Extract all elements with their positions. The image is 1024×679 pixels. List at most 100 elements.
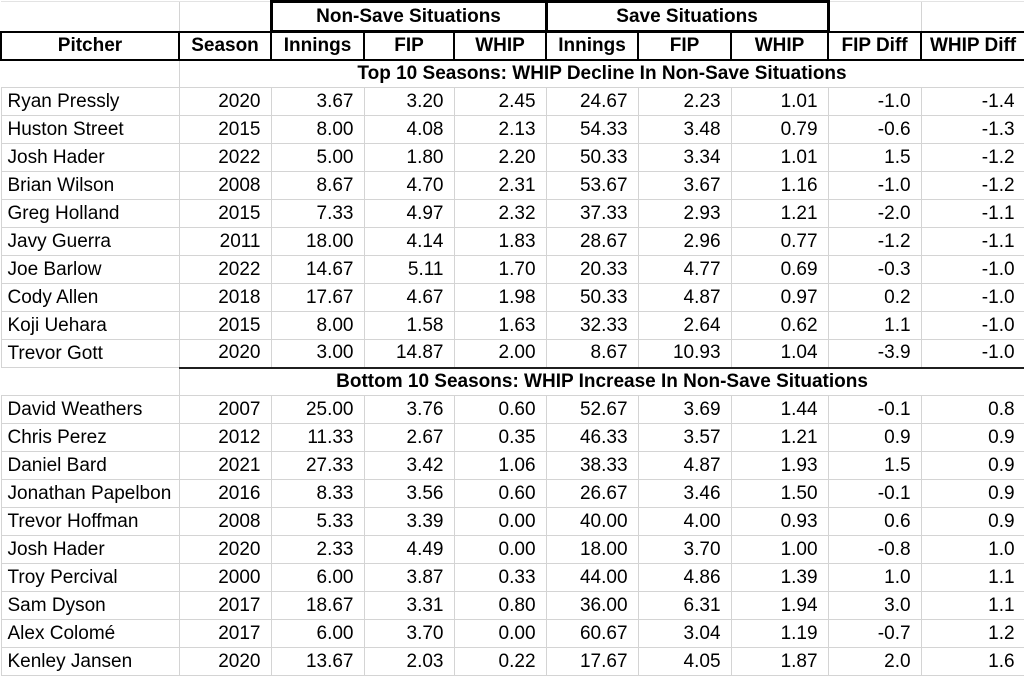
nonsave-fip-cell: 14.87 (363, 339, 455, 368)
nonsave-innings-cell: 6.00 (270, 619, 365, 648)
corner-blank-cell (1, 1, 179, 32)
table-row: Cody Allen 2018 17.67 4.67 1.98 50.33 4.87 0.97… (0, 283, 1024, 312)
save-fip-cell: 10.93 (637, 339, 732, 368)
save-fip-cell: 3.34 (637, 143, 732, 172)
whip-diff-cell: 0.8 (920, 395, 1024, 424)
nonsave-innings-cell: 27.33 (270, 451, 365, 480)
whip-diff-cell: 0.9 (920, 507, 1024, 536)
pitcher-cell: Trevor Hoffman (0, 507, 180, 536)
save-whip-cell: 0.97 (730, 283, 829, 312)
table-row: Koji Uehara 2015 8.00 1.58 1.63 32.33 2.64 0.62… (0, 311, 1024, 340)
pitcher-cell: Greg Holland (0, 199, 180, 228)
nonsave-fip-column-header: FIP (363, 30, 455, 61)
nonsave-whip-cell: 2.20 (453, 143, 547, 172)
season-column-header: Season (178, 30, 272, 61)
nonsave-whip-cell: 0.60 (453, 395, 547, 424)
table-row: Sam Dyson 2017 18.67 3.31 0.80 36.00 6.31 1.94 3… (0, 591, 1024, 620)
nonsave-fip-cell: 3.20 (363, 87, 455, 116)
nonsave-whip-cell: 1.63 (453, 311, 547, 340)
save-fip-cell: 3.67 (637, 171, 732, 200)
nonsave-whip-cell: 2.31 (453, 171, 547, 200)
save-innings-cell: 18.00 (545, 535, 639, 564)
nonsave-whip-cell: 0.80 (453, 591, 547, 620)
table-row: Brian Wilson 2008 8.67 4.70 2.31 53.67 3.67 1.1… (0, 171, 1024, 200)
whip-diff-cell: 1.1 (920, 563, 1024, 592)
section-title: Top 10 Seasons: WHIP Decline In Non-Save… (179, 58, 1024, 88)
save-fip-cell: 3.46 (637, 479, 732, 508)
save-whip-cell: 1.21 (730, 199, 829, 228)
fip-diff-cell: -0.3 (827, 255, 922, 284)
nonsave-innings-cell: 8.00 (270, 115, 365, 144)
season-cell: 2008 (178, 507, 272, 536)
save-innings-cell: 36.00 (545, 591, 639, 620)
whip-diff-cell: -1.0 (920, 255, 1024, 284)
whip-diff-cell: -1.0 (920, 311, 1024, 340)
table-row: Huston Street 2015 8.00 4.08 2.13 54.33 3.48 0.… (0, 115, 1024, 144)
save-fip-cell: 3.48 (637, 115, 732, 144)
nonsave-fip-cell: 3.39 (363, 507, 455, 536)
table-row: Trevor Gott 2020 3.00 14.87 2.00 8.67 10.93 1.0… (0, 339, 1024, 368)
pitcher-cell: Jonathan Papelbon (0, 479, 180, 508)
whip-diff-cell: 1.1 (920, 591, 1024, 620)
nonsave-whip-cell: 1.98 (453, 283, 547, 312)
save-fip-cell: 3.69 (637, 395, 732, 424)
section-blank-cell (1, 367, 180, 396)
pitcher-cell: Joe Barlow (0, 255, 180, 284)
whip-diff-cell: 0.9 (920, 423, 1024, 452)
nonsave-whip-cell: 1.83 (453, 227, 547, 256)
pitcher-cell: Huston Street (0, 115, 180, 144)
save-innings-cell: 54.33 (545, 115, 639, 144)
save-innings-cell: 38.33 (545, 451, 639, 480)
nonsave-fip-cell: 4.70 (363, 171, 455, 200)
fip-diff-cell: 0.9 (827, 423, 922, 452)
save-innings-cell: 52.67 (545, 395, 639, 424)
fip-diff-cell: 1.0 (827, 563, 922, 592)
nonsave-innings-cell: 17.67 (270, 283, 365, 312)
section-blank-cell (1, 59, 180, 88)
nonsave-innings-cell: 13.67 (270, 647, 365, 676)
section-title: Bottom 10 Seasons: WHIP Increase In Non-… (179, 366, 1024, 396)
fip-diff-cell: -2.0 (827, 199, 922, 228)
nonsave-whip-cell: 2.13 (453, 115, 547, 144)
pitcher-column-header: Pitcher (0, 30, 180, 61)
fip-diff-cell: 1.5 (827, 451, 922, 480)
table-row: Trevor Hoffman 2008 5.33 3.39 0.00 40.00 4.00 0… (0, 507, 1024, 536)
fip-diff-cell: -0.1 (827, 479, 922, 508)
season-cell: 2022 (178, 255, 272, 284)
season-cell: 2017 (178, 619, 272, 648)
whip-diff-cell: 1.0 (920, 535, 1024, 564)
table-row: Greg Holland 2015 7.33 4.97 2.32 37.33 2.93 1.2… (0, 199, 1024, 228)
table-row: Josh Hader 2020 2.33 4.49 0.00 18.00 3.70 1.00-… (0, 535, 1024, 564)
save-innings-cell: 26.67 (545, 479, 639, 508)
whip-diff-blank-cell (920, 1, 1024, 32)
pitcher-cell: Chris Perez (0, 423, 180, 452)
whip-diff-column-header: WHIP Diff (920, 30, 1024, 61)
save-innings-cell: 53.67 (545, 171, 639, 200)
nonsave-fip-cell: 4.97 (363, 199, 455, 228)
fip-diff-cell: 0.6 (827, 507, 922, 536)
whip-diff-cell: -1.1 (920, 199, 1024, 228)
whip-diff-cell: -1.1 (920, 227, 1024, 256)
season-cell: 2020 (178, 535, 272, 564)
fip-diff-column-header: FIP Diff (827, 30, 923, 61)
whip-diff-cell: 1.2 (920, 619, 1024, 648)
table-row: Javy Guerra 2011 18.00 4.14 1.83 28.67 2.96 0.7… (0, 227, 1024, 256)
save-fip-column-header: FIP (637, 30, 733, 61)
save-fip-cell: 4.77 (637, 255, 732, 284)
fip-diff-cell: -1.0 (827, 171, 922, 200)
nonsave-whip-cell: 0.33 (453, 563, 547, 592)
save-whip-cell: 0.79 (730, 115, 829, 144)
save-innings-cell: 40.00 (545, 507, 639, 536)
save-fip-cell: 2.93 (637, 199, 732, 228)
save-whip-cell: 1.21 (730, 423, 829, 452)
nonsave-innings-cell: 14.67 (270, 255, 365, 284)
nonsave-innings-cell: 2.33 (270, 535, 365, 564)
save-innings-cell: 60.67 (545, 619, 639, 648)
nonsave-innings-cell: 8.67 (270, 171, 365, 200)
nonsave-fip-cell: 1.58 (363, 311, 455, 340)
season-cell: 2020 (178, 647, 272, 676)
season-cell: 2007 (178, 395, 272, 424)
save-fip-cell: 4.87 (637, 283, 732, 312)
